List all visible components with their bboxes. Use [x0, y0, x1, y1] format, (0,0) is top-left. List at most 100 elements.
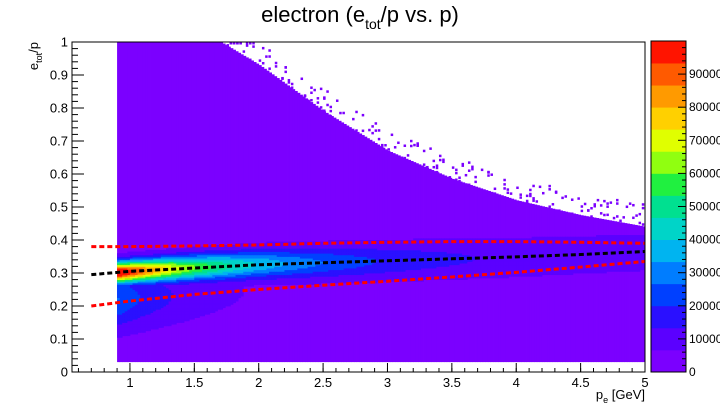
heatmap-cell	[449, 244, 453, 247]
heatmap-cell	[132, 284, 136, 287]
heatmap-cell	[371, 131, 374, 135]
heatmap-cell	[147, 301, 151, 304]
heatmap-cell	[302, 268, 306, 271]
heatmap-cell	[305, 251, 309, 254]
heatmap-cell	[173, 314, 177, 317]
heatmap-cell	[253, 271, 257, 274]
heatmap-cell	[619, 222, 623, 363]
heatmap-cell	[158, 271, 162, 274]
heatmap-cell	[359, 249, 363, 252]
heatmap-cell	[459, 243, 463, 246]
heatmap-cell	[302, 274, 306, 277]
heatmap-cell	[186, 309, 190, 312]
heatmap-cell	[158, 307, 162, 310]
heatmap-cell	[173, 289, 177, 292]
heatmap-cell	[214, 277, 218, 280]
heatmap-cell	[317, 249, 321, 252]
heatmap-cell	[444, 273, 448, 276]
heatmap-cell	[225, 294, 229, 297]
heatmap-cell	[351, 244, 355, 247]
heatmap-cell	[335, 277, 339, 280]
heatmap-cell	[129, 289, 133, 292]
heatmap-cell	[274, 264, 278, 267]
heatmap-cell	[281, 249, 285, 252]
heatmap-cell	[431, 271, 435, 274]
heatmap-cell	[122, 327, 126, 330]
heatmap-cell	[153, 266, 157, 269]
heatmap-cell	[467, 268, 471, 271]
heatmap-cell	[441, 254, 445, 257]
heatmap-cell	[330, 256, 334, 259]
heatmap-cell	[178, 279, 182, 282]
heatmap-cell	[307, 246, 311, 249]
heatmap-cell	[232, 259, 236, 262]
heatmap-cell	[163, 266, 167, 269]
heatmap-cell	[212, 271, 216, 274]
heatmap-cell	[305, 248, 309, 251]
heatmap-cell	[135, 281, 139, 284]
heatmap-cell	[580, 215, 584, 363]
heatmap-cell	[480, 268, 484, 271]
heatmap-cell	[274, 256, 278, 259]
heatmap-cell	[142, 258, 146, 261]
heatmap-cell	[168, 322, 172, 325]
heatmap-cell	[482, 244, 486, 247]
heatmap-cell	[441, 259, 445, 262]
heatmap-cell	[261, 273, 265, 276]
heatmap-cell	[392, 268, 396, 271]
heatmap-cell	[217, 253, 221, 256]
heatmap-cell	[480, 273, 484, 276]
heatmap-cell	[382, 256, 386, 259]
heatmap-cell	[158, 320, 162, 323]
heatmap-cell	[518, 200, 522, 363]
heatmap-cell	[238, 254, 242, 257]
heatmap-cell	[191, 273, 195, 276]
heatmap-cell	[269, 282, 272, 285]
heatmap-cell	[150, 42, 154, 363]
heatmap-cell	[137, 315, 141, 318]
heatmap-cell	[196, 251, 200, 254]
heatmap-cell	[158, 314, 162, 317]
heatmap-cell	[552, 208, 556, 363]
heatmap-cell	[397, 246, 401, 249]
heatmap-cell	[184, 297, 187, 300]
heatmap-cell	[330, 258, 334, 261]
heatmap-cell	[227, 296, 231, 299]
heatmap-cell	[343, 264, 347, 267]
heatmap-cell	[420, 264, 424, 267]
heatmap-cell	[469, 253, 473, 256]
heatmap-cell	[155, 263, 159, 266]
heatmap-cell	[258, 249, 262, 252]
heatmap-cell	[261, 281, 265, 284]
heatmap-cell	[312, 276, 316, 279]
heatmap-cell	[341, 277, 345, 280]
heatmap-cell	[171, 307, 175, 310]
heatmap-cell	[441, 268, 445, 271]
heatmap-cell	[487, 171, 490, 174]
heatmap-cell	[225, 271, 229, 274]
heatmap-cell	[155, 301, 159, 304]
heatmap-cell	[155, 309, 159, 312]
heatmap-cell	[171, 258, 175, 261]
heatmap-cell	[163, 287, 167, 290]
heatmap-cell	[299, 253, 303, 256]
heatmap-cell	[173, 287, 177, 290]
heatmap-cell	[341, 274, 345, 277]
heatmap-cell	[462, 238, 466, 241]
heatmap-cell	[119, 277, 123, 280]
heatmap-cell	[117, 320, 121, 323]
heatmap-cell	[250, 273, 254, 276]
heatmap-cell	[287, 243, 291, 246]
heatmap-cell	[150, 287, 154, 290]
heatmap-cell	[184, 277, 187, 280]
heatmap-cell	[184, 282, 187, 285]
heatmap-cell	[119, 301, 123, 304]
heatmap-cell	[317, 271, 321, 274]
heatmap-cell	[387, 244, 391, 247]
heatmap-cell	[387, 274, 391, 277]
heatmap-cell	[145, 291, 149, 294]
heatmap-cell	[317, 244, 321, 247]
heatmap-cell	[279, 276, 283, 279]
heatmap-cell	[135, 258, 139, 261]
heatmap-cell	[632, 224, 636, 363]
